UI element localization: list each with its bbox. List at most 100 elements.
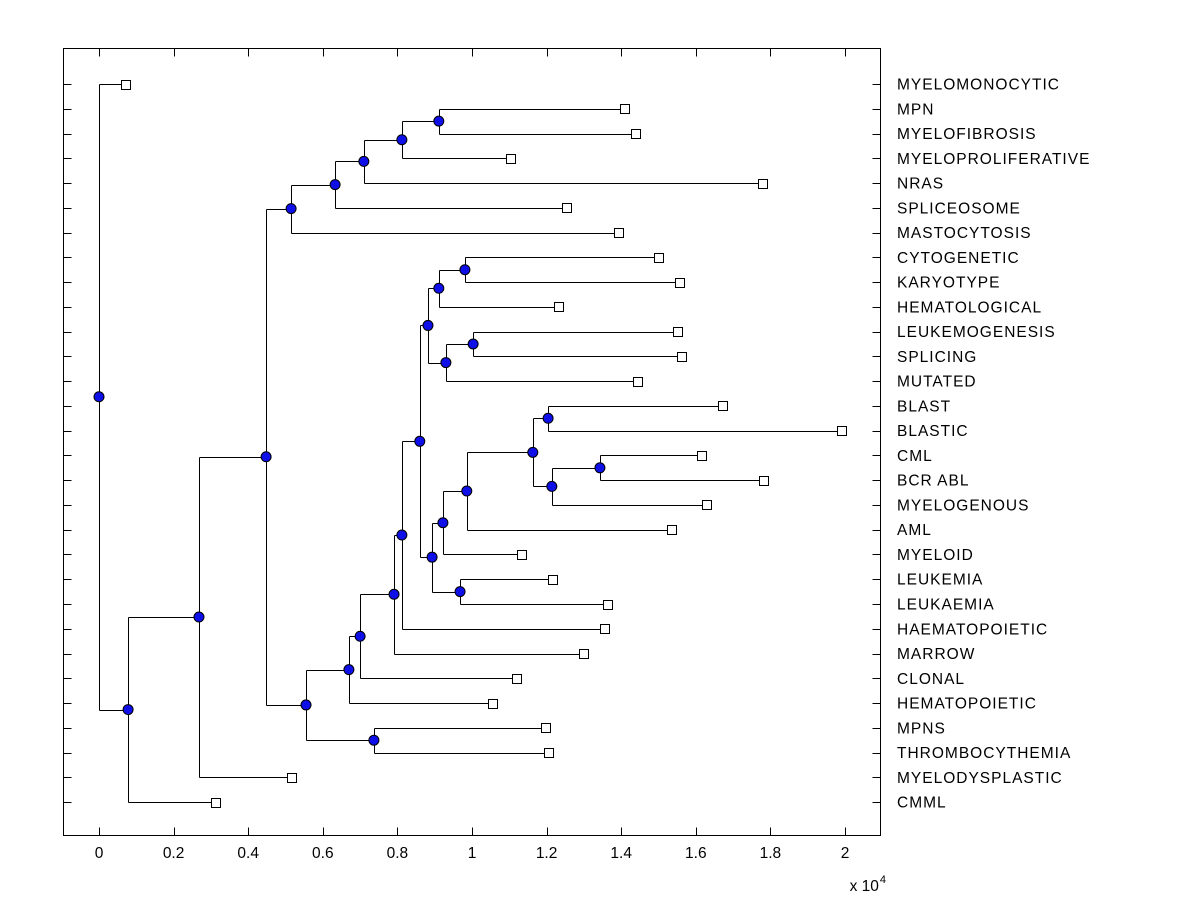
- leaf-marker[interactable]: [718, 401, 728, 411]
- leaf-label[interactable]: AML: [897, 522, 932, 539]
- leaf-marker[interactable]: [121, 80, 131, 90]
- x-axis-tick-label: 0.4: [237, 845, 259, 862]
- leaf-label[interactable]: CML: [897, 448, 933, 465]
- internal-node-marker[interactable]: [414, 435, 426, 447]
- leaf-marker[interactable]: [517, 550, 527, 560]
- leaf-marker[interactable]: [633, 377, 643, 387]
- internal-node-marker[interactable]: [122, 704, 134, 716]
- leaf-label[interactable]: SPLICEOSOME: [897, 200, 1021, 217]
- internal-node-marker[interactable]: [358, 155, 370, 167]
- internal-node-marker[interactable]: [454, 586, 466, 598]
- internal-node-marker[interactable]: [461, 485, 473, 497]
- leaf-label[interactable]: LEUKAEMIA: [897, 597, 995, 614]
- leaf-marker[interactable]: [488, 699, 498, 709]
- leaf-marker[interactable]: [675, 278, 685, 288]
- leaf-marker[interactable]: [614, 228, 624, 238]
- internal-node-marker[interactable]: [594, 462, 606, 474]
- internal-node-marker[interactable]: [93, 391, 105, 403]
- internal-node-marker[interactable]: [396, 134, 408, 146]
- internal-node-marker[interactable]: [260, 451, 272, 463]
- leaf-label[interactable]: CLONAL: [897, 671, 965, 688]
- leaf-marker[interactable]: [758, 179, 768, 189]
- internal-node-marker[interactable]: [546, 480, 558, 492]
- x-axis-tick-label: 0.2: [163, 845, 185, 862]
- leaf-label[interactable]: BLAST: [897, 398, 951, 415]
- internal-node-marker[interactable]: [354, 630, 366, 642]
- leaf-marker[interactable]: [287, 773, 297, 783]
- x-axis-tick-label: 1: [468, 845, 477, 862]
- x-axis-tick-label: 0.6: [312, 845, 334, 862]
- internal-node-marker[interactable]: [433, 115, 445, 127]
- leaf-marker[interactable]: [673, 327, 683, 337]
- x-axis-tick-label: 1.8: [760, 845, 782, 862]
- leaf-label[interactable]: MPNS: [897, 720, 946, 737]
- internal-node-marker[interactable]: [440, 357, 452, 369]
- leaf-label[interactable]: HEMATOLOGICAL: [897, 299, 1042, 316]
- leaf-label[interactable]: MASTOCYTOSIS: [897, 225, 1032, 242]
- leaf-marker[interactable]: [562, 203, 572, 213]
- leaf-marker[interactable]: [579, 649, 589, 659]
- leaf-label[interactable]: HAEMATOPOIETIC: [897, 621, 1048, 638]
- leaf-marker[interactable]: [759, 476, 769, 486]
- internal-node-marker[interactable]: [343, 664, 355, 676]
- internal-node-marker[interactable]: [193, 611, 205, 623]
- leaf-label[interactable]: HEMATOPOIETIC: [897, 696, 1037, 713]
- leaf-label[interactable]: BCR ABL: [897, 473, 969, 490]
- leaf-label[interactable]: MPN: [897, 101, 934, 118]
- internal-node-marker[interactable]: [437, 517, 449, 529]
- leaf-marker[interactable]: [702, 500, 712, 510]
- internal-node-marker[interactable]: [396, 529, 408, 541]
- leaf-label[interactable]: LEUKEMIA: [897, 572, 983, 589]
- leaf-marker[interactable]: [512, 674, 522, 684]
- leaf-marker[interactable]: [600, 624, 610, 634]
- internal-node-marker[interactable]: [368, 734, 380, 746]
- leaf-label[interactable]: LEUKEMOGENESIS: [897, 324, 1056, 341]
- leaf-label[interactable]: MYELODYSPLASTIC: [897, 770, 1063, 787]
- internal-node-marker[interactable]: [433, 282, 445, 294]
- leaf-marker[interactable]: [631, 129, 641, 139]
- leaf-marker[interactable]: [697, 451, 707, 461]
- leaf-marker[interactable]: [620, 104, 630, 114]
- leaf-marker[interactable]: [603, 600, 613, 610]
- internal-node-marker[interactable]: [467, 338, 479, 350]
- leaf-marker[interactable]: [544, 748, 554, 758]
- leaf-marker[interactable]: [211, 798, 221, 808]
- leaf-label[interactable]: NRAS: [897, 176, 944, 193]
- leaf-marker[interactable]: [837, 426, 847, 436]
- leaf-label[interactable]: MYELOPROLIFERATIVE: [897, 151, 1090, 168]
- internal-node-marker[interactable]: [300, 699, 312, 711]
- leaf-label[interactable]: CYTOGENETIC: [897, 250, 1020, 267]
- internal-node-marker[interactable]: [285, 203, 297, 215]
- leaf-label[interactable]: MYELOMONOCYTIC: [897, 77, 1060, 94]
- leaf-label[interactable]: KARYOTYPE: [897, 275, 1000, 292]
- leaf-marker[interactable]: [554, 302, 564, 312]
- leaf-label[interactable]: BLASTIC: [897, 423, 969, 440]
- leaf-label[interactable]: SPLICING: [897, 349, 977, 366]
- x-axis-tick-label: 2: [841, 845, 850, 862]
- x-axis-tick-label: 0: [95, 845, 104, 862]
- leaf-label[interactable]: THROMBOCYTHEMIA: [897, 745, 1071, 762]
- leaf-marker[interactable]: [548, 575, 558, 585]
- leaf-label[interactable]: MARROW: [897, 646, 975, 663]
- leaf-label[interactable]: MYELOID: [897, 547, 974, 564]
- leaf-label[interactable]: CMML: [897, 795, 947, 812]
- internal-node-marker[interactable]: [542, 412, 554, 424]
- leaf-marker[interactable]: [654, 253, 664, 263]
- internal-node-marker[interactable]: [422, 319, 434, 331]
- internal-node-marker[interactable]: [388, 588, 400, 600]
- internal-node-marker[interactable]: [527, 446, 539, 458]
- leaf-marker[interactable]: [541, 723, 551, 733]
- leaf-marker[interactable]: [667, 525, 677, 535]
- leaf-label[interactable]: MYELOGENOUS: [897, 497, 1029, 514]
- leaf-label[interactable]: MYELOFIBROSIS: [897, 126, 1037, 143]
- internal-node-marker[interactable]: [329, 179, 341, 191]
- x-axis-tick-label: 0.8: [387, 845, 409, 862]
- leaf-label[interactable]: MUTATED: [897, 374, 977, 391]
- internal-node-marker[interactable]: [459, 264, 471, 276]
- x-axis-tick-label: 1.2: [536, 845, 558, 862]
- leaf-marker[interactable]: [677, 352, 687, 362]
- leaf-marker[interactable]: [506, 154, 516, 164]
- plot-box: [63, 48, 881, 836]
- internal-node-marker[interactable]: [426, 551, 438, 563]
